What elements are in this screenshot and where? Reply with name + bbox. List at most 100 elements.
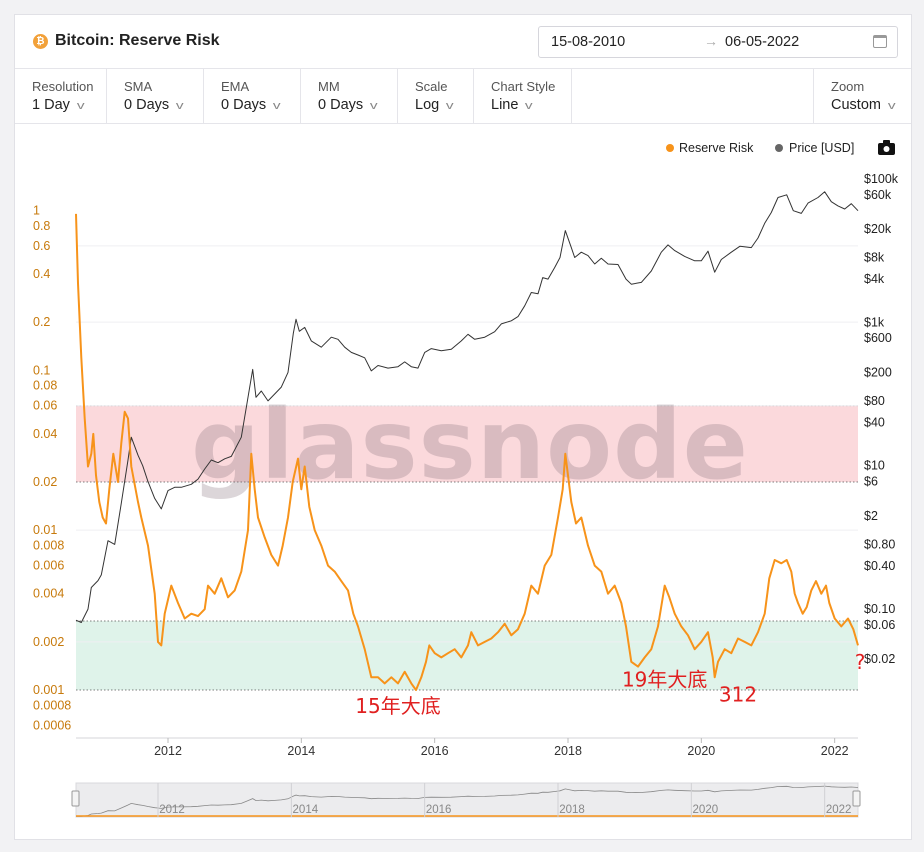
chevron-down-icon: v — [525, 100, 534, 112]
right-axis-tick-label: $200 — [864, 365, 892, 379]
chevron-down-icon: v — [76, 100, 85, 112]
scale-label: Scale — [415, 79, 448, 94]
range-navigator: 2012 2014 2016 2018 2020 2022 — [71, 782, 861, 818]
price-usd-line — [75, 191, 859, 623]
bitcoin-icon: ₿ — [33, 34, 48, 49]
right-axis-tick-label: $0.02 — [864, 652, 895, 666]
navigator-price-line — [75, 785, 859, 817]
left-axis-tick-label: 0.08 — [33, 379, 57, 393]
scale-dropdown[interactable]: Scale Log v — [398, 69, 474, 123]
date-to-field[interactable]: 06-05-2022 — [725, 34, 800, 50]
left-axis-tick-label: 0.06 — [33, 399, 57, 413]
navigator-tick-label: 2012 — [159, 804, 185, 816]
navigator-tick-label: 2016 — [426, 804, 452, 816]
resolution-dropdown[interactable]: Resolution 1 Day v — [15, 69, 107, 123]
chart-legend: Reserve Risk Price [USD] — [666, 141, 854, 155]
arrow-right-icon: → — [704, 33, 718, 49]
sma-value: 0 Days — [124, 97, 170, 113]
left-axis-tick-label: 0.1 — [33, 363, 50, 377]
mm-label: MM — [318, 79, 340, 94]
ema-value: 0 Days — [221, 97, 267, 113]
right-axis-tick-label: $0.10 — [864, 602, 895, 616]
left-axis-tick-label: 0.002 — [33, 635, 64, 649]
left-axis-tick-label: 1 — [33, 203, 40, 217]
right-axis-tick-label: $10 — [864, 459, 885, 473]
navigator-tick-label: 2018 — [559, 804, 585, 816]
chart-header: ₿ Bitcoin: Reserve Risk 15-08-2010 → 06-… — [15, 15, 911, 69]
x-axis-tick-label: 2018 — [554, 744, 582, 758]
left-axis-tick-label: 0.0008 — [33, 698, 71, 712]
chevron-down-icon: v — [176, 100, 184, 112]
right-axis-tick-label: $600 — [864, 331, 892, 345]
chevron-down-icon: v — [273, 100, 281, 112]
x-axis-tick-label: 2014 — [287, 744, 315, 758]
right-axis-tick-label: $2 — [864, 509, 878, 523]
ema-label: EMA — [221, 79, 250, 94]
right-axis-tick-label: $0.80 — [864, 537, 895, 551]
navigator-tick-label: 2022 — [826, 804, 852, 816]
chart-style-value: Line — [491, 97, 519, 113]
navigator-tick-label: 2014 — [293, 804, 319, 816]
chart-style-dropdown[interactable]: Chart Style Line v — [474, 69, 572, 123]
mm-value: 0 Days — [318, 97, 364, 113]
chart-style-label: Chart Style — [491, 79, 556, 94]
left-axis-tick-label: 0.01 — [33, 523, 57, 537]
right-axis-tick-label: $80 — [864, 394, 885, 408]
left-axis-tick-label: 0.6 — [33, 239, 50, 253]
left-axis-tick-label: 0.004 — [33, 587, 64, 601]
navigator-background — [75, 782, 859, 818]
right-axis-tick-label: $1k — [864, 315, 885, 329]
calendar-icon[interactable] — [873, 35, 887, 48]
chevron-down-icon: v — [887, 100, 896, 112]
chart-controls-bar: Resolution 1 Day v SMA 0 Days v EMA 0 Days… — [15, 69, 911, 124]
x-axis-tick-label: 2022 — [821, 744, 849, 758]
chevron-down-icon: v — [446, 100, 454, 112]
legend-marker-reserve-risk — [666, 144, 674, 152]
sma-dropdown[interactable]: SMA 0 Days v — [107, 69, 204, 123]
zoom-dropdown[interactable]: Zoom Custom v — [813, 69, 911, 123]
left-axis-tick-label: 0.008 — [33, 539, 64, 553]
date-from-field[interactable]: 15-08-2010 — [551, 34, 626, 50]
zoom-label: Zoom — [831, 79, 865, 94]
x-axis-tick-label: 2012 — [154, 744, 182, 758]
right-axis-tick-label: $100k — [864, 172, 899, 186]
annotation-label-2: 312 — [719, 682, 757, 706]
legend-marker-price — [775, 144, 783, 152]
legend-label-reserve-risk: Reserve Risk — [679, 141, 754, 155]
right-axis-tick-label: $40 — [864, 416, 885, 430]
mm-dropdown[interactable]: MM 0 Days v — [301, 69, 398, 123]
resolution-value: 1 Day — [32, 97, 70, 113]
left-axis-tick-label: 0.04 — [33, 427, 57, 441]
navigator-handle-left[interactable] — [71, 790, 80, 807]
date-range-picker[interactable]: 15-08-2010 → 06-05-2022 — [538, 26, 898, 58]
left-axis-tick-label: 0.006 — [33, 559, 64, 573]
high-risk-band — [76, 405, 858, 482]
right-axis-tick-label: $20k — [864, 222, 892, 236]
navigator-tick-label: 2020 — [693, 804, 719, 816]
annotation-label-3: ? — [855, 650, 866, 674]
scale-value: Log — [415, 97, 440, 113]
camera-icon[interactable] — [878, 140, 895, 155]
chevron-down-icon: v — [370, 100, 378, 112]
annotation-label-0: 15年大底 — [355, 694, 440, 718]
left-axis-tick-label: 0.0006 — [33, 718, 71, 732]
sma-label: SMA — [124, 79, 153, 94]
x-axis-tick-label: 2020 — [687, 744, 715, 758]
left-axis-tick-label: 0.02 — [33, 475, 57, 489]
ema-dropdown[interactable]: EMA 0 Days v — [204, 69, 301, 123]
right-axis-tick-label: $0.40 — [864, 559, 895, 573]
left-axis-tick-label: 0.001 — [33, 683, 64, 697]
right-axis-tick-label: $6 — [864, 475, 878, 489]
watermark-text: glassnode — [191, 389, 749, 501]
left-axis-tick-label: 0.8 — [33, 219, 50, 233]
right-axis-tick-label: $8k — [864, 251, 885, 265]
zoom-value: Custom — [831, 97, 881, 113]
navigator-handle-right[interactable] — [852, 790, 861, 807]
reserve-risk-line — [75, 213, 859, 691]
camera-icon-top — [883, 140, 890, 144]
right-axis-tick-label: $60k — [864, 188, 892, 202]
resolution-label: Resolution — [32, 79, 94, 94]
legend-label-price: Price [USD] — [789, 141, 854, 155]
right-axis-tick-label: $4k — [864, 272, 885, 286]
